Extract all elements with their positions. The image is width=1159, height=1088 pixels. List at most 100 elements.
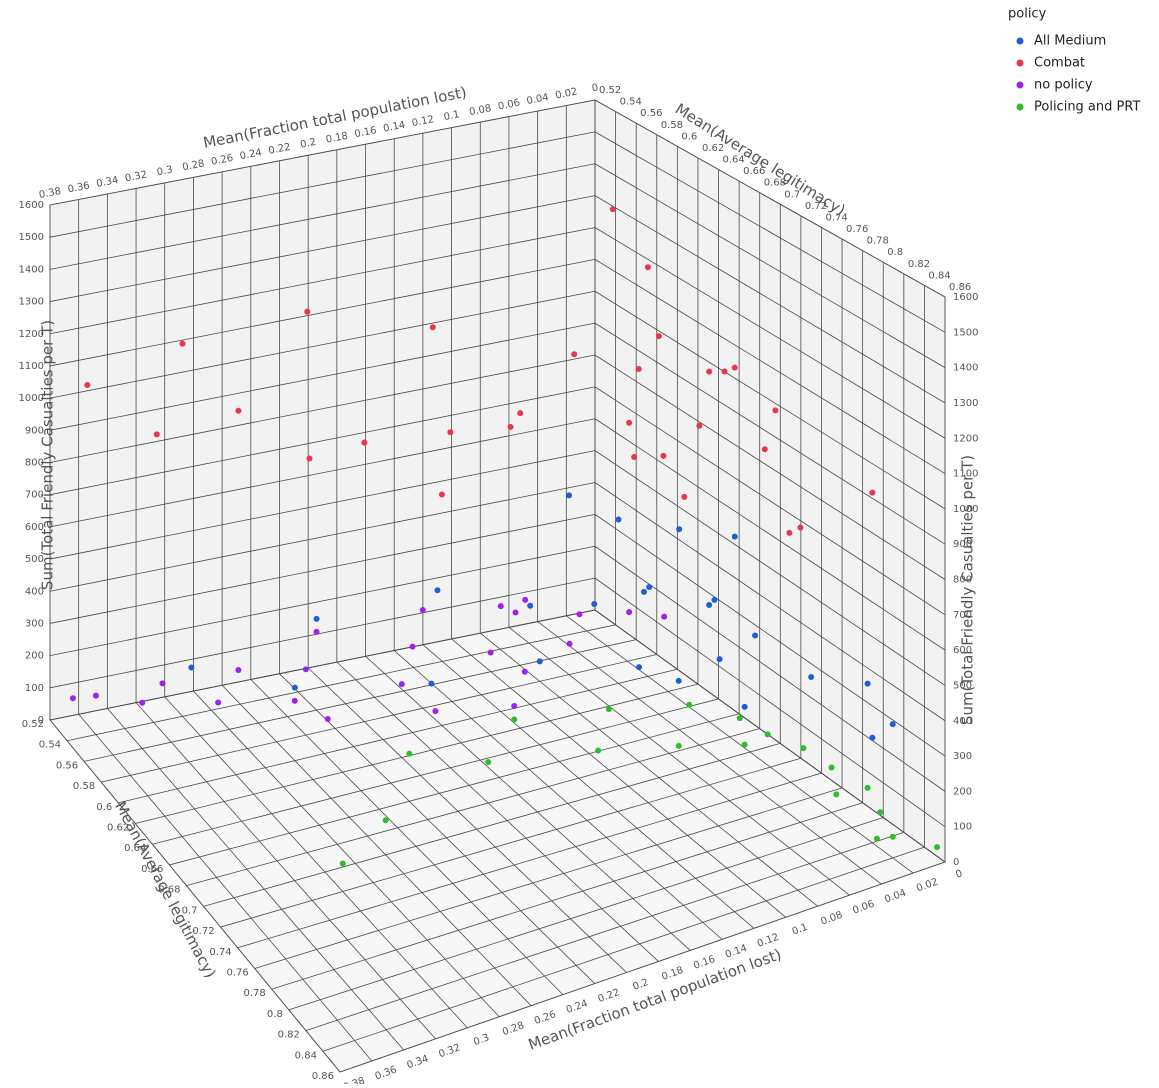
grid-line	[49, 322, 596, 431]
point	[595, 747, 602, 754]
point	[398, 681, 405, 688]
point	[429, 324, 436, 331]
z-tick-label: 800	[25, 458, 44, 469]
grid-line	[49, 577, 596, 689]
grid-line	[49, 290, 596, 399]
z-tick-label: 1600	[953, 292, 978, 303]
y-tick-label: 0.78	[867, 236, 889, 247]
point	[215, 699, 222, 706]
grid-line	[594, 418, 946, 651]
point	[764, 731, 771, 738]
legend-marker	[1016, 81, 1024, 89]
grid-line	[288, 817, 884, 1011]
grid-line	[307, 667, 627, 973]
x-tick-label: 0.32	[124, 169, 148, 184]
point	[527, 602, 534, 609]
legend-marker	[1016, 59, 1024, 67]
walls	[49, 99, 947, 1073]
x-tick-label: 0.08	[819, 910, 844, 928]
x-tick-label: 0.28	[182, 158, 206, 173]
point	[324, 715, 331, 722]
z-tick-label: 300	[953, 751, 972, 762]
grid-line	[336, 661, 659, 962]
point	[615, 516, 622, 523]
grid-line	[49, 227, 596, 335]
x-tick-label: 0	[591, 82, 599, 94]
point	[438, 491, 445, 498]
y-tick-label: 0.64	[124, 843, 146, 854]
x-tick-label: 0.34	[406, 1053, 431, 1071]
z-tick-label: 200	[953, 786, 972, 797]
point	[517, 410, 524, 417]
grid-line	[537, 621, 882, 885]
point	[92, 692, 99, 699]
point	[877, 809, 884, 816]
grid-line	[49, 450, 596, 560]
point	[833, 791, 840, 798]
y-tick-label: 0.56	[56, 760, 78, 771]
point	[828, 764, 835, 771]
z-tick-label: 1000	[19, 393, 44, 404]
x-tick-label: 0.38	[38, 186, 62, 201]
point	[635, 366, 642, 373]
point	[741, 703, 748, 710]
x-tick-label: 0.34	[95, 175, 119, 190]
point	[660, 452, 667, 459]
grid-line	[594, 290, 946, 510]
x-tick-label: 0.28	[501, 1020, 526, 1038]
point	[84, 382, 91, 389]
point	[786, 529, 793, 536]
x-tick-label: 0.36	[374, 1064, 399, 1082]
grid-line	[594, 514, 946, 757]
x-tick-label: 0.3	[156, 164, 174, 178]
z-tick-label: 600	[25, 522, 44, 533]
z-tick-label: 400	[953, 716, 972, 727]
grid-line	[305, 831, 904, 1031]
point	[731, 533, 738, 540]
point	[752, 632, 759, 639]
axis-title: Sum(Total Friendly Casualties per T)	[959, 455, 977, 725]
y-tick-label: 0.72	[192, 926, 214, 937]
legend-label: no policy	[1034, 78, 1093, 93]
point	[179, 340, 186, 347]
x-tick-label: 0.26	[533, 1009, 558, 1027]
grid-line	[49, 354, 596, 463]
grid-line	[393, 650, 723, 940]
point	[736, 715, 743, 722]
point	[576, 611, 583, 618]
point	[159, 680, 166, 687]
point	[889, 833, 896, 840]
point	[566, 492, 573, 499]
grid-line	[451, 638, 787, 918]
point	[313, 628, 320, 635]
point	[409, 643, 416, 650]
point	[406, 750, 413, 757]
point	[339, 860, 346, 867]
grid-line	[203, 743, 781, 907]
point	[721, 368, 728, 375]
point	[571, 351, 578, 358]
y-tick-label: 0.86	[312, 1071, 334, 1082]
y-tick-label: 0.62	[702, 143, 724, 154]
x-tick-label: 0.18	[325, 131, 349, 146]
point	[382, 817, 389, 824]
y-tick-label: 0.54	[39, 740, 61, 751]
y-tick-label: 0.8	[267, 1009, 283, 1020]
grid-line	[49, 163, 596, 270]
x-tick-label: 0.08	[468, 103, 492, 118]
point	[235, 407, 242, 414]
y-tick-label: 0.76	[226, 967, 248, 978]
point	[566, 640, 573, 647]
x-tick-label: 0.2	[299, 137, 317, 151]
y-tick-label: 0.78	[243, 988, 265, 999]
grid-line	[594, 354, 946, 580]
grid-line	[594, 227, 946, 439]
grid-line	[594, 99, 946, 298]
grid-line	[594, 195, 946, 404]
grid-line	[594, 386, 946, 616]
point	[655, 333, 662, 340]
x-tick-label: 0.16	[354, 125, 378, 140]
z-tick-label: 100	[25, 683, 44, 694]
grid-line	[566, 615, 914, 874]
